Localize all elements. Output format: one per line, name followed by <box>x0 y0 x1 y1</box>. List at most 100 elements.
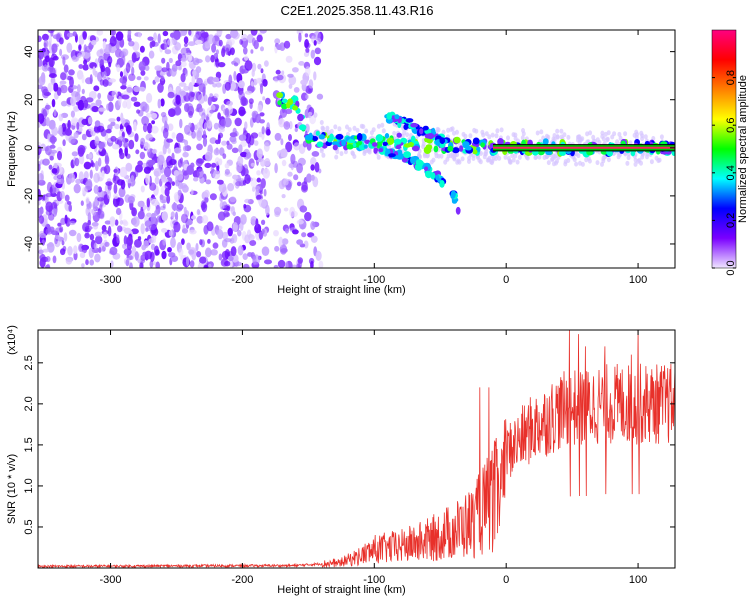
signal-blob <box>316 141 324 148</box>
noise-blob <box>217 112 221 120</box>
noise-blob <box>161 199 166 204</box>
noise-blob <box>292 67 299 73</box>
noise-blob <box>107 55 113 65</box>
noise-blob <box>308 257 315 265</box>
noise-blob <box>273 264 279 268</box>
noise-blob <box>48 82 54 92</box>
signal-blob <box>410 135 416 143</box>
noise-blob <box>312 176 319 188</box>
signal-blob <box>455 206 461 215</box>
noise-blob <box>171 132 176 139</box>
noise-blob <box>81 245 88 254</box>
noise-blob <box>228 38 235 46</box>
noise-blob <box>296 239 303 245</box>
signal-blob <box>394 114 400 120</box>
noise-blob <box>191 215 196 220</box>
noise-blob <box>421 144 426 150</box>
noise-blob <box>53 109 57 117</box>
signal-blob <box>331 141 340 146</box>
noise-blob <box>233 70 237 81</box>
noise-blob <box>59 226 64 233</box>
noise-blob <box>42 33 49 41</box>
noise-blob <box>256 148 263 159</box>
noise-blob <box>53 82 59 92</box>
noise-blob <box>45 228 53 235</box>
noise-blob <box>78 44 82 50</box>
noise-blob <box>460 156 465 162</box>
noise-blob <box>168 108 176 117</box>
noise-blob <box>68 172 76 183</box>
noise-blob <box>160 111 167 118</box>
noise-blob <box>137 200 145 208</box>
noise-blob <box>320 125 325 131</box>
x-tick-label: -200 <box>231 574 253 586</box>
noise-blob <box>52 55 59 61</box>
noise-blob <box>221 140 228 146</box>
noise-blob <box>127 30 132 35</box>
noise-blob <box>229 136 237 143</box>
noise-blob <box>77 99 85 111</box>
noise-blob <box>183 36 189 44</box>
noise-blob <box>38 200 41 206</box>
noise-blob <box>204 196 209 203</box>
noise-blob <box>140 70 146 76</box>
noise-blob <box>130 175 135 183</box>
noise-blob <box>91 105 99 113</box>
noise-blob <box>274 38 281 45</box>
noise-blob <box>212 170 221 180</box>
noise-blob <box>244 60 253 71</box>
noise-blob <box>173 221 181 233</box>
noise-blob <box>296 181 302 187</box>
noise-blob <box>255 113 261 124</box>
noise-blob <box>107 189 111 200</box>
noise-blob <box>585 131 590 137</box>
noise-blob <box>215 104 220 110</box>
signal-blob <box>439 137 446 145</box>
noise-blob <box>88 153 93 159</box>
noise-blob <box>244 198 251 204</box>
noise-blob <box>287 73 294 78</box>
signal-blob <box>335 133 344 140</box>
noise-blob <box>98 141 105 149</box>
noise-blob <box>166 161 173 169</box>
noise-blob <box>71 55 80 62</box>
noise-blob <box>209 193 217 201</box>
noise-blob <box>38 35 42 43</box>
noise-blob <box>45 256 51 263</box>
noise-blob <box>146 143 151 153</box>
colorbar-tick-label: 0.2 <box>725 213 737 228</box>
noise-blob <box>46 181 53 193</box>
noise-blob <box>591 134 596 140</box>
noise-blob <box>265 97 271 105</box>
noise-blob <box>246 34 254 44</box>
noise-blob <box>203 94 208 102</box>
noise-blob <box>254 185 261 191</box>
noise-blob <box>203 265 209 268</box>
snr-series-line <box>38 330 675 568</box>
spectrogram-image <box>38 30 675 268</box>
noise-blob <box>39 232 47 239</box>
noise-blob <box>227 227 233 237</box>
noise-blob <box>133 121 137 132</box>
noise-blob <box>88 90 97 100</box>
signal-blob <box>419 128 424 135</box>
noise-blob <box>195 243 199 252</box>
noise-blob <box>107 182 112 191</box>
noise-blob <box>325 125 330 131</box>
noise-blob <box>260 68 264 74</box>
noise-blob <box>610 134 615 140</box>
noise-blob <box>224 107 230 118</box>
noise-blob <box>98 157 102 167</box>
signal-blob <box>382 141 388 146</box>
noise-blob <box>139 45 145 53</box>
noise-blob <box>167 148 171 154</box>
x-tick-label: -100 <box>363 274 385 286</box>
noise-blob <box>204 151 213 162</box>
noise-blob <box>303 240 309 249</box>
noise-blob <box>153 261 156 266</box>
signal-blob <box>411 145 420 152</box>
noise-blob <box>262 79 268 87</box>
noise-blob <box>296 30 303 35</box>
noise-blob <box>68 229 77 237</box>
x-tick-label: 0 <box>503 574 509 586</box>
